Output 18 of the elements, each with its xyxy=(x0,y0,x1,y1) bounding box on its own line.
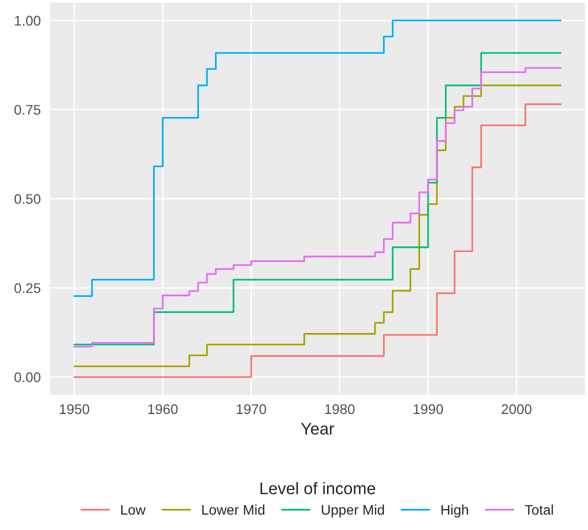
legend-label: Lower Mid xyxy=(202,504,264,515)
y-tick-label: 0.50 xyxy=(14,194,40,204)
legend-label: Total xyxy=(524,504,553,515)
x-tick-label: 1970 xyxy=(236,404,266,414)
y-tick-label: 0.25 xyxy=(14,283,40,294)
y-tick-label: 0.75 xyxy=(14,104,40,115)
legend-label: Upper Mid xyxy=(322,504,384,518)
legend-label: Low xyxy=(121,505,146,515)
y-tick-label: 1.00 xyxy=(14,16,40,26)
legend-title: Level of income xyxy=(260,482,376,494)
x-tick-label: 1950 xyxy=(60,404,90,414)
x-tick-label: 2000 xyxy=(502,404,532,414)
y-tick-label: 0.00 xyxy=(14,372,40,382)
x-axis-title: Year xyxy=(301,422,334,435)
legend-label: High xyxy=(442,504,468,518)
x-tick-label: 1960 xyxy=(148,404,178,414)
x-tick-label: 1980 xyxy=(325,404,355,414)
x-tick-label: 1990 xyxy=(414,404,443,414)
